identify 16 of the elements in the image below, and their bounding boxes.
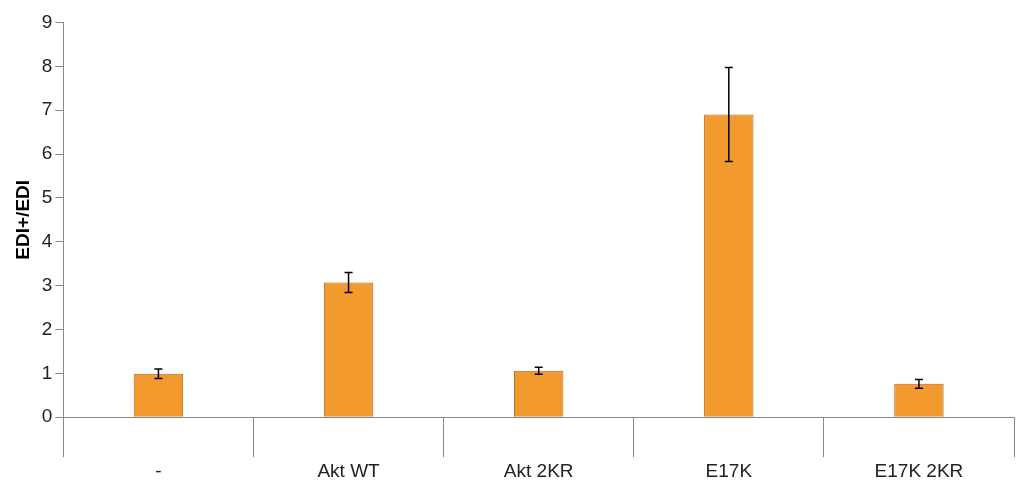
x-tick-label: E17K	[705, 459, 753, 481]
x-tick-label: E17K 2KR	[874, 459, 964, 481]
y-axis-title: EDI+/EDI	[11, 179, 33, 260]
y-tick-label: 2	[41, 317, 53, 339]
y-tick-label: 1	[41, 361, 53, 383]
y-tick-label: 8	[41, 54, 53, 76]
y-tick-label: 9	[41, 10, 53, 32]
y-tick-label: 4	[41, 229, 53, 251]
y-tick-label: 6	[41, 142, 53, 164]
x-tick-label: Akt WT	[317, 459, 381, 481]
y-tick-label: 7	[41, 98, 53, 120]
y-tick-label: 0	[41, 405, 53, 427]
y-tick-label: 3	[41, 273, 53, 295]
y-tick-label: 5	[41, 186, 53, 208]
x-tick-label: -	[155, 459, 162, 481]
x-tick-label: Akt 2KR	[503, 459, 574, 481]
